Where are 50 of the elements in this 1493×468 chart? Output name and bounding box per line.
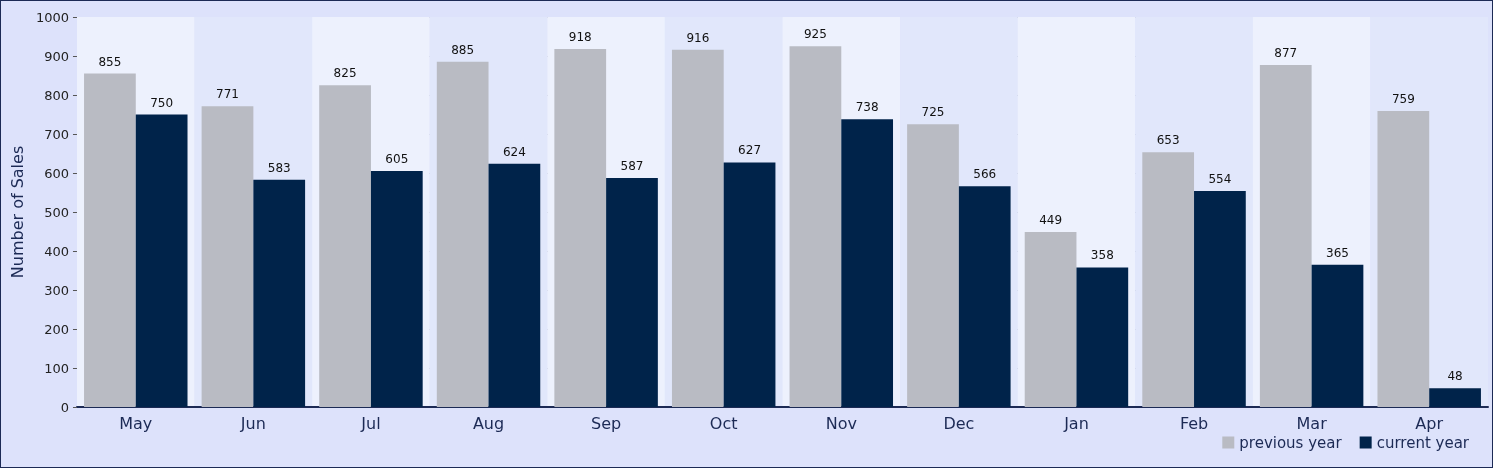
x-tick-label: Jul <box>360 413 381 433</box>
y-axis-title: Number of Sales <box>7 145 27 279</box>
y-tick-label: 0 <box>60 399 69 415</box>
y-tick-label: 300 <box>44 282 69 298</box>
data-label: 449 <box>1039 212 1063 227</box>
x-tick-label: May <box>119 413 153 433</box>
data-label: 885 <box>451 42 475 57</box>
y-tick-label: 1000 <box>35 9 69 25</box>
data-label: 750 <box>150 95 174 110</box>
data-label: 653 <box>1156 133 1180 148</box>
y-tick-label: 800 <box>44 87 69 103</box>
data-label: 583 <box>267 160 291 175</box>
data-label: 759 <box>1391 91 1415 106</box>
x-tick-label: Apr <box>1415 413 1444 433</box>
data-label: 566 <box>973 167 997 182</box>
data-label: 825 <box>333 66 357 81</box>
data-label: 925 <box>803 27 827 42</box>
data-label: 771 <box>216 87 239 102</box>
data-label: 624 <box>502 144 526 159</box>
data-label: 48 <box>1447 369 1463 384</box>
data-label: 855 <box>98 54 122 69</box>
x-tick-label: Dec <box>943 413 975 433</box>
x-tick-label: Aug <box>472 413 505 433</box>
x-tick-label: Sep <box>591 413 622 433</box>
data-label: 918 <box>568 29 592 44</box>
y-tick-label: 100 <box>44 360 69 376</box>
x-tick-label: Jun <box>239 413 266 433</box>
data-label: 365 <box>1326 245 1349 260</box>
data-label: 877 <box>1274 45 1298 60</box>
y-tick-label: 900 <box>44 48 69 64</box>
data-label: 627 <box>738 143 762 158</box>
legend-label: previous year <box>1239 433 1343 452</box>
y-tick-label: 600 <box>44 165 69 181</box>
y-tick-label: 400 <box>44 243 69 259</box>
x-tick-label: Feb <box>1179 413 1209 433</box>
x-tick-label: Mar <box>1296 413 1328 433</box>
x-tick-label: Oct <box>709 413 738 433</box>
data-label: 358 <box>1090 248 1114 263</box>
legend-label: current year <box>1376 433 1470 452</box>
y-tick-label: 500 <box>44 204 69 220</box>
y-tick-label: 200 <box>44 321 69 337</box>
data-label: 916 <box>686 30 710 45</box>
data-label: 605 <box>385 152 409 167</box>
data-label: 725 <box>921 105 945 120</box>
data-label: 554 <box>1208 171 1232 186</box>
data-label: 738 <box>855 100 879 115</box>
data-label: 587 <box>620 159 644 174</box>
x-tick-label: Nov <box>825 413 857 433</box>
y-tick-label: 700 <box>44 126 69 142</box>
x-tick-label: Jan <box>1063 413 1089 433</box>
